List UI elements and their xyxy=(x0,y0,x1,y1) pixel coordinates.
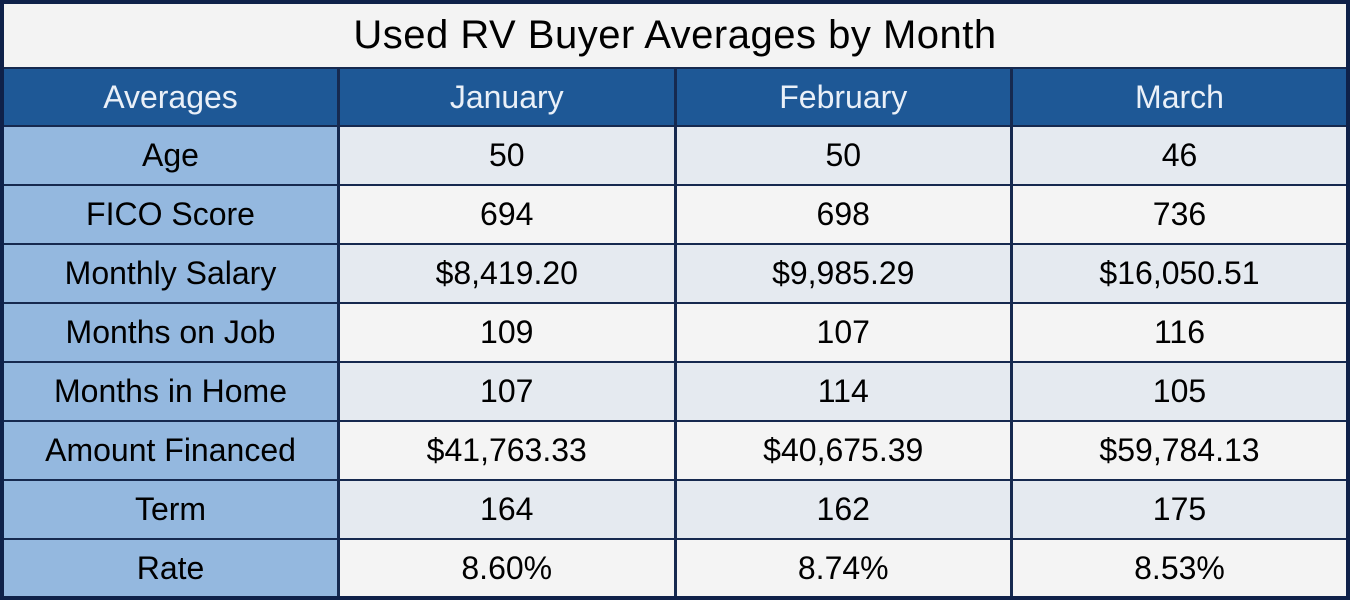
row-label: Months on Job xyxy=(0,302,340,363)
table-row: FICO Score 694 698 736 xyxy=(0,184,1350,245)
cell-value: $16,050.51 xyxy=(1010,243,1350,304)
row-label: Term xyxy=(0,479,340,540)
cell-value: $59,784.13 xyxy=(1010,420,1350,481)
cell-value: 116 xyxy=(1010,302,1350,363)
table-row: Rate 8.60% 8.74% 8.53% xyxy=(0,538,1350,599)
cell-value: 50 xyxy=(673,125,1013,186)
table-row: Months in Home 107 114 105 xyxy=(0,361,1350,422)
cell-value: $40,675.39 xyxy=(673,420,1013,481)
column-header-march: March xyxy=(1010,67,1350,127)
row-label: Rate xyxy=(0,538,340,599)
row-label: Months in Home xyxy=(0,361,340,422)
title-row: Used RV Buyer Averages by Month xyxy=(0,1,1350,69)
cell-value: 114 xyxy=(673,361,1013,422)
cell-value: 162 xyxy=(673,479,1013,540)
cell-value: 105 xyxy=(1010,361,1350,422)
cell-value: 8.60% xyxy=(337,538,677,599)
cell-value: $9,985.29 xyxy=(673,243,1013,304)
column-header-january: January xyxy=(337,67,677,127)
cell-value: $8,419.20 xyxy=(337,243,677,304)
table-head: Used RV Buyer Averages by Month Averages… xyxy=(0,1,1350,127)
table-row: Age 50 50 46 xyxy=(0,125,1350,186)
cell-value: 8.53% xyxy=(1010,538,1350,599)
cell-value: 50 xyxy=(337,125,677,186)
column-header-averages: Averages xyxy=(0,67,340,127)
table-title: Used RV Buyer Averages by Month xyxy=(0,1,1350,69)
column-header-february: February xyxy=(673,67,1013,127)
cell-value: 694 xyxy=(337,184,677,245)
table-row: Months on Job 109 107 116 xyxy=(0,302,1350,363)
cell-value: 164 xyxy=(337,479,677,540)
cell-value: 109 xyxy=(337,302,677,363)
row-label: FICO Score xyxy=(0,184,340,245)
table-row: Monthly Salary $8,419.20 $9,985.29 $16,050.… xyxy=(0,243,1350,304)
cell-value: 8.74% xyxy=(673,538,1013,599)
cell-value: 698 xyxy=(673,184,1013,245)
cell-value: 107 xyxy=(337,361,677,422)
table-row: Amount Financed $41,763.33 $40,675.39 $59,7… xyxy=(0,420,1350,481)
table-row: Term 164 162 175 xyxy=(0,479,1350,540)
cell-value: 175 xyxy=(1010,479,1350,540)
cell-value: $41,763.33 xyxy=(337,420,677,481)
row-label: Amount Financed xyxy=(0,420,340,481)
row-label: Monthly Salary xyxy=(0,243,340,304)
cell-value: 46 xyxy=(1010,125,1350,186)
cell-value: 736 xyxy=(1010,184,1350,245)
row-label: Age xyxy=(0,125,340,186)
cell-value: 107 xyxy=(673,302,1013,363)
table-body: Age 50 50 46 FICO Score 694 698 736 Monthly Sala… xyxy=(0,125,1350,599)
header-row: Averages January February March xyxy=(0,67,1350,127)
